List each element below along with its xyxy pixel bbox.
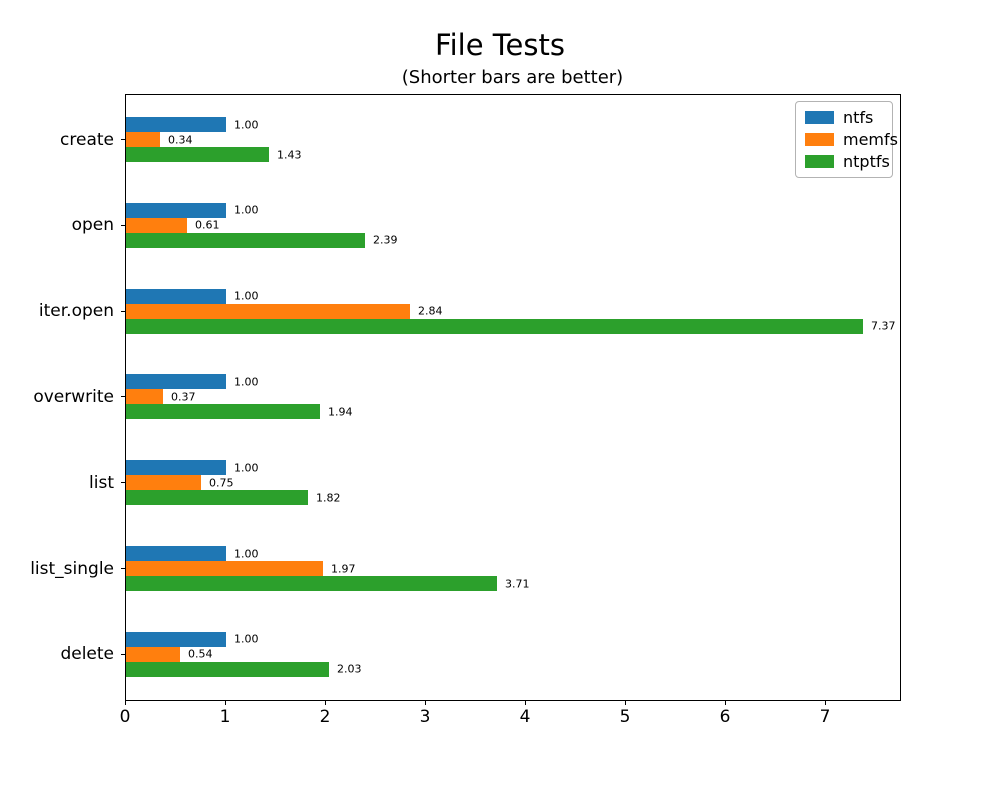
bar-ntptfs-delete [126, 661, 329, 677]
x-tick-3 [425, 701, 426, 705]
y-tick-list_single [121, 568, 125, 570]
bar-value-label: 0.61 [195, 218, 220, 232]
bar-memfs-create [126, 132, 160, 147]
y-tick-iter.open [121, 310, 125, 312]
chart-subtitle: (Shorter bars are better) [401, 67, 624, 88]
x-tick-4 [525, 701, 526, 705]
y-label-open: open [71, 215, 114, 236]
x-tick-2 [325, 701, 326, 705]
x-tick-label-1: 1 [219, 707, 231, 727]
bar-value-label: 1.00 [234, 632, 259, 646]
bar-value-label: 1.00 [234, 547, 259, 561]
bar-memfs-list [126, 475, 201, 491]
y-tick-overwrite [121, 396, 125, 398]
bar-value-label: 3.71 [505, 577, 530, 591]
legend-label: ntptfs [843, 152, 890, 171]
y-label-iter.open: iter.open [38, 301, 114, 322]
bar-ntfs-list_single [126, 546, 226, 562]
bar-memfs-delete [126, 646, 180, 662]
bar-value-label: 1.82 [316, 491, 341, 505]
x-tick-label-3: 3 [419, 707, 431, 727]
x-tick-6 [725, 701, 726, 705]
chart-title: File Tests [435, 28, 565, 62]
bar-ntptfs-open [126, 232, 365, 248]
legend: ntfs memfs ntptfs [795, 101, 898, 178]
bar-ntptfs-overwrite [126, 404, 320, 420]
x-tick-label-2: 2 [319, 707, 331, 727]
bar-value-label: 1.00 [234, 461, 259, 475]
bar-value-label: 1.00 [234, 375, 259, 389]
bar-value-label: 1.43 [277, 148, 302, 161]
legend-swatch-icon [805, 111, 834, 124]
legend-label: ntfs [843, 108, 874, 127]
legend-label: memfs [843, 130, 898, 149]
x-tick-label-4: 4 [519, 707, 531, 727]
bar-value-label: 2.84 [418, 304, 443, 318]
x-tick-label-6: 6 [719, 707, 731, 727]
legend-swatch-icon [805, 155, 834, 168]
y-label-overwrite: overwrite [33, 386, 114, 407]
plot-area: 1.00 1.00 1.00 1.00 1.00 1.00 1.00 0.34 0.61 2.84… [125, 94, 901, 701]
x-tick-label-0: 0 [119, 707, 131, 727]
x-tick-7 [825, 701, 826, 705]
bar-ntptfs-iter.open [126, 318, 863, 334]
legend-item-memfs: memfs [805, 130, 898, 149]
y-tick-open [121, 224, 125, 226]
legend-swatch-icon [805, 133, 834, 146]
bar-value-label: 1.97 [331, 562, 356, 576]
legend-item-ntfs: ntfs [805, 108, 883, 127]
bar-ntfs-iter.open [126, 288, 226, 304]
bar-value-label: 2.39 [373, 233, 398, 247]
x-tick-label-5: 5 [619, 707, 631, 727]
bar-memfs-list_single [126, 561, 323, 577]
bar-ntfs-open [126, 202, 226, 218]
bar-value-label: 0.54 [188, 647, 213, 661]
bar-memfs-iter.open [126, 303, 410, 319]
bar-ntptfs-create [126, 147, 269, 162]
bar-value-label: 2.03 [337, 662, 362, 676]
bar-value-label: 1.00 [234, 203, 259, 217]
bar-value-label: 1.00 [234, 289, 259, 303]
y-tick-list [121, 482, 125, 484]
bar-value-label: 0.75 [209, 476, 234, 490]
bar-memfs-overwrite [126, 389, 163, 405]
bar-value-label: 1.00 [234, 118, 259, 131]
x-tick-label-7: 7 [819, 707, 831, 727]
bar-ntptfs-list [126, 490, 308, 506]
bar-ntfs-delete [126, 631, 226, 647]
bar-ntfs-overwrite [126, 374, 226, 390]
bar-value-label: 0.34 [168, 133, 193, 146]
bar-ntfs-list [126, 460, 226, 476]
legend-item-ntptfs: ntptfs [805, 152, 890, 171]
y-label-delete: delete [60, 644, 114, 665]
bar-value-label: 0.37 [171, 390, 196, 404]
bar-value-label: 7.37 [871, 319, 896, 333]
bar-ntfs-create [126, 117, 226, 132]
x-tick-0 [125, 701, 126, 705]
y-tick-delete [121, 653, 125, 655]
x-tick-1 [225, 701, 226, 705]
y-label-list_single: list_single [30, 558, 114, 579]
y-tick-create [121, 139, 125, 140]
x-tick-5 [625, 701, 626, 705]
bar-value-label: 1.94 [328, 405, 353, 419]
y-label-create: create [60, 129, 114, 150]
y-label-list: list [89, 472, 114, 493]
bar-memfs-open [126, 217, 187, 233]
bar-ntptfs-list_single [126, 576, 497, 592]
